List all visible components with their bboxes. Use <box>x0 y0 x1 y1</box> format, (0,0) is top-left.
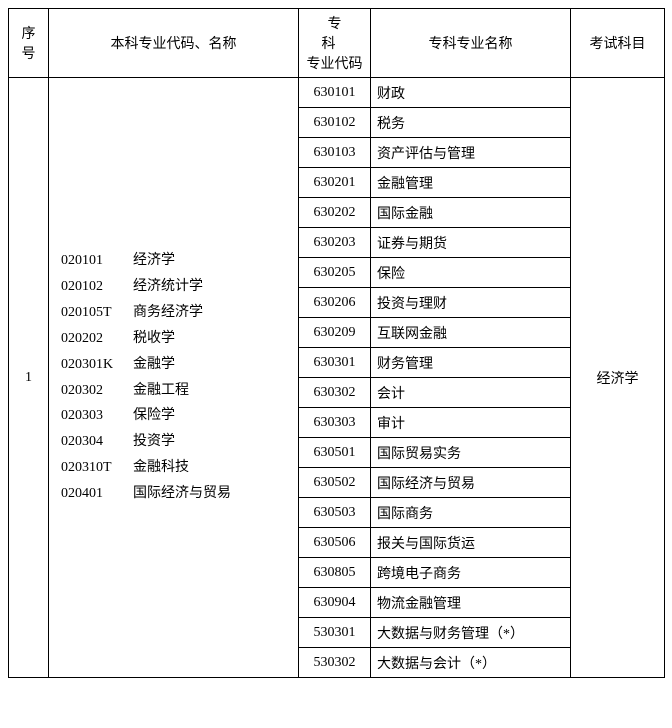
zk-major-code: 630501 <box>299 438 371 468</box>
bk-major-item: 020202税收学 <box>61 326 292 352</box>
bk-major-item: 020303保险学 <box>61 403 292 429</box>
header-bk: 本科专业代码、名称 <box>49 9 299 78</box>
bk-major-item: 020401国际经济与贸易 <box>61 481 292 507</box>
bk-major-item: 020105T商务经济学 <box>61 300 292 326</box>
header-zkcode-line1: 专 科 <box>305 13 364 53</box>
zk-major-name: 财务管理 <box>371 348 571 378</box>
zk-major-code: 630302 <box>299 378 371 408</box>
zk-major-code: 630805 <box>299 558 371 588</box>
bk-major-name: 经济学 <box>133 248 175 274</box>
zk-major-code: 630506 <box>299 528 371 558</box>
zk-major-code: 630209 <box>299 318 371 348</box>
zk-major-code: 630904 <box>299 588 371 618</box>
zk-major-code: 630103 <box>299 138 371 168</box>
exam-subject-cell: 经济学 <box>571 78 665 678</box>
zk-major-code: 630206 <box>299 288 371 318</box>
bk-major-code: 020303 <box>61 403 133 429</box>
zk-major-code: 630203 <box>299 228 371 258</box>
table-row: 1020101经济学020102经济统计学020105T商务经济学020202税… <box>9 78 665 108</box>
zk-major-name: 国际经济与贸易 <box>371 468 571 498</box>
bk-major-code: 020401 <box>61 481 133 507</box>
bk-major-name: 税收学 <box>133 326 175 352</box>
bk-major-name: 金融学 <box>133 352 175 378</box>
zk-major-name: 大数据与财务管理（*） <box>371 618 571 648</box>
zk-major-code: 630201 <box>299 168 371 198</box>
zk-major-name: 保险 <box>371 258 571 288</box>
header-exam: 考试科目 <box>571 9 665 78</box>
bk-major-code: 020102 <box>61 274 133 300</box>
zk-major-name: 国际商务 <box>371 498 571 528</box>
zk-major-code: 630303 <box>299 408 371 438</box>
zk-major-code: 630202 <box>299 198 371 228</box>
bk-major-item: 020102经济统计学 <box>61 274 292 300</box>
bk-major-code: 020301K <box>61 352 133 378</box>
bk-major-item: 020310T金融科技 <box>61 455 292 481</box>
bk-major-code: 020202 <box>61 326 133 352</box>
header-seq: 序号 <box>9 9 49 78</box>
bk-major-code: 020310T <box>61 455 133 481</box>
zk-major-name: 税务 <box>371 108 571 138</box>
zk-major-name: 金融管理 <box>371 168 571 198</box>
zk-major-name: 会计 <box>371 378 571 408</box>
bk-major-item: 020304投资学 <box>61 429 292 455</box>
seq-cell: 1 <box>9 78 49 678</box>
zk-major-code: 630102 <box>299 108 371 138</box>
zk-major-name: 资产评估与管理 <box>371 138 571 168</box>
bk-major-name: 金融工程 <box>133 378 189 404</box>
bk-major-name: 投资学 <box>133 429 175 455</box>
bk-major-code: 020105T <box>61 300 133 326</box>
zk-major-name: 证券与期货 <box>371 228 571 258</box>
bk-major-code: 020101 <box>61 248 133 274</box>
header-zkcode-line2: 专业代码 <box>305 53 364 73</box>
bk-major-code: 020304 <box>61 429 133 455</box>
zk-major-name: 物流金融管理 <box>371 588 571 618</box>
zk-major-code: 530302 <box>299 648 371 678</box>
majors-table: 序号 本科专业代码、名称 专 科 专业代码 专科专业名称 考试科目 102010… <box>8 8 665 678</box>
bk-major-item: 020101经济学 <box>61 248 292 274</box>
zk-major-name: 跨境电子商务 <box>371 558 571 588</box>
bk-major-code: 020302 <box>61 378 133 404</box>
zk-major-name: 互联网金融 <box>371 318 571 348</box>
zk-major-name: 投资与理财 <box>371 288 571 318</box>
zk-major-code: 530301 <box>299 618 371 648</box>
table-header-row: 序号 本科专业代码、名称 专 科 专业代码 专科专业名称 考试科目 <box>9 9 665 78</box>
zk-major-code: 630301 <box>299 348 371 378</box>
bk-major-name: 商务经济学 <box>133 300 203 326</box>
header-zkcode: 专 科 专业代码 <box>299 9 371 78</box>
zk-major-name: 大数据与会计（*） <box>371 648 571 678</box>
zk-major-name: 审计 <box>371 408 571 438</box>
bk-major-name: 经济统计学 <box>133 274 203 300</box>
bk-major-item: 020301K金融学 <box>61 352 292 378</box>
bk-majors-cell: 020101经济学020102经济统计学020105T商务经济学020202税收… <box>49 78 299 678</box>
zk-major-code: 630101 <box>299 78 371 108</box>
bk-major-name: 金融科技 <box>133 455 189 481</box>
zk-major-name: 国际贸易实务 <box>371 438 571 468</box>
zk-major-name: 国际金融 <box>371 198 571 228</box>
bk-majors-list: 020101经济学020102经济统计学020105T商务经济学020202税收… <box>61 248 292 507</box>
table-body: 1020101经济学020102经济统计学020105T商务经济学020202税… <box>9 78 665 678</box>
zk-major-code: 630502 <box>299 468 371 498</box>
header-zkname: 专科专业名称 <box>371 9 571 78</box>
zk-major-code: 630503 <box>299 498 371 528</box>
zk-major-name: 财政 <box>371 78 571 108</box>
zk-major-name: 报关与国际货运 <box>371 528 571 558</box>
bk-major-item: 020302金融工程 <box>61 378 292 404</box>
bk-major-name: 国际经济与贸易 <box>133 481 231 507</box>
bk-major-name: 保险学 <box>133 403 175 429</box>
zk-major-code: 630205 <box>299 258 371 288</box>
